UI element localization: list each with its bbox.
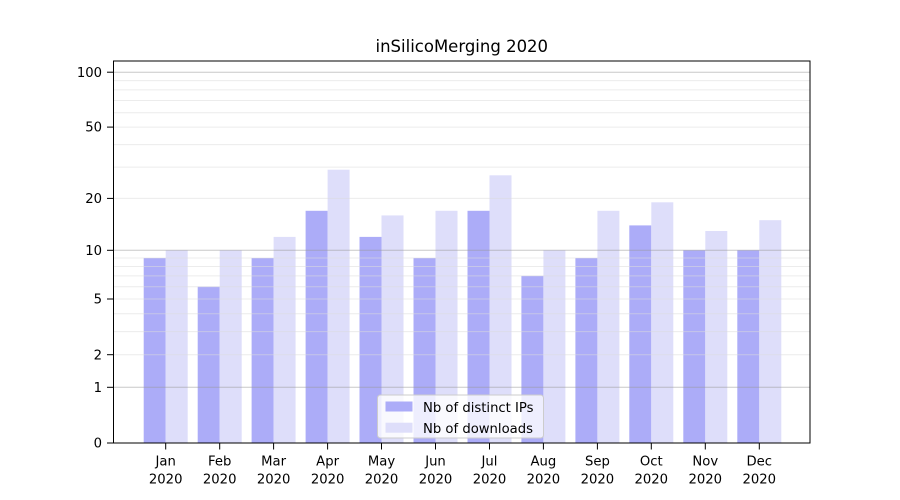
y-tick-label-2: 2 [94, 348, 102, 363]
x-tick-label-year-mar: 2020 [257, 473, 291, 488]
x-tick-label-jan: Jan [155, 455, 176, 470]
x-tick-label-dec: Dec [747, 455, 773, 470]
bar-ips-may [359, 236, 382, 443]
x-tick-label-jul: Jul [481, 455, 498, 470]
x-tick-label-year-oct: 2020 [635, 473, 669, 488]
x-tick-label-year-jan: 2020 [149, 473, 183, 488]
y-axis-ticks: 0 1 2 5 10 20 50 100 [77, 66, 114, 452]
bar-ips-sep [575, 258, 598, 443]
y-tick-label-10: 10 [85, 244, 102, 259]
x-tick-label-oct: Oct [640, 455, 663, 470]
legend-label-downloads: Nb of downloads [423, 422, 533, 437]
x-tick-label-mar: Mar [261, 455, 286, 470]
y-tick-label-1: 1 [94, 381, 102, 396]
chart-title: inSilicoMerging 2020 [376, 37, 549, 56]
bar-downloads-mar [273, 236, 296, 443]
bar-downloads-feb [219, 250, 242, 443]
bar-ips-dec [737, 250, 760, 443]
legend: Nb of distinct IPs Nb of downloads [377, 394, 544, 439]
y-tick-label-50: 50 [85, 121, 102, 136]
bar-ips-mar [251, 258, 274, 443]
x-tick-label-aug: Aug [531, 455, 557, 470]
legend-swatch-downloads [385, 422, 413, 433]
bar-downloads-jan [165, 250, 188, 443]
legend-box [377, 394, 544, 439]
x-tick-label-nov: Nov [692, 455, 718, 470]
x-tick-label-may: May [368, 455, 395, 470]
bar-downloads-oct [651, 202, 674, 443]
x-tick-label-year-feb: 2020 [203, 473, 237, 488]
bar-downloads-nov [705, 231, 728, 443]
x-tick-label-feb: Feb [208, 455, 231, 470]
bar-downloads-may [381, 215, 404, 443]
bar-ips-nov [683, 250, 706, 443]
legend-label-distinct-ips: Nb of distinct IPs [423, 401, 534, 416]
x-tick-label-year-nov: 2020 [689, 473, 723, 488]
bar-downloads-jun [435, 210, 458, 443]
x-tick-label-year-may: 2020 [365, 473, 399, 488]
y-tick-label-0: 0 [94, 437, 102, 452]
plot-border [113, 60, 811, 444]
bar-downloads-aug [543, 250, 566, 443]
bar-ips-feb [197, 286, 220, 443]
y-tick-label-5: 5 [94, 293, 102, 308]
x-tick-label-year-sep: 2020 [581, 473, 615, 488]
y-tick-label-100: 100 [77, 66, 102, 81]
bar-ips-oct [629, 225, 652, 443]
y-tick-label-20: 20 [85, 192, 102, 207]
bar-downloads-apr [327, 169, 350, 443]
bar-ips-jul [467, 210, 490, 443]
x-tick-label-apr: Apr [316, 455, 339, 470]
x-tick-label-jun: Jun [424, 455, 446, 470]
x-axis-ticks: Jan 2020 Feb 2020 Mar 2020 Apr 2020 May 2020 Jun 20… [149, 443, 776, 488]
x-tick-label-year-jun: 2020 [419, 473, 453, 488]
gridlines-group [113, 71, 810, 388]
bar-downloads-sep [597, 210, 620, 443]
bar-ips-jan [143, 258, 166, 443]
x-tick-label-year-aug: 2020 [527, 473, 561, 488]
bar-ips-apr [305, 210, 328, 443]
legend-swatch-distinct-ips [385, 401, 413, 412]
bar-downloads-jul [489, 175, 512, 444]
x-tick-label-sep: Sep [585, 455, 610, 470]
x-tick-label-year-apr: 2020 [311, 473, 345, 488]
x-tick-label-year-jul: 2020 [473, 473, 507, 488]
x-tick-label-year-dec: 2020 [743, 473, 777, 488]
